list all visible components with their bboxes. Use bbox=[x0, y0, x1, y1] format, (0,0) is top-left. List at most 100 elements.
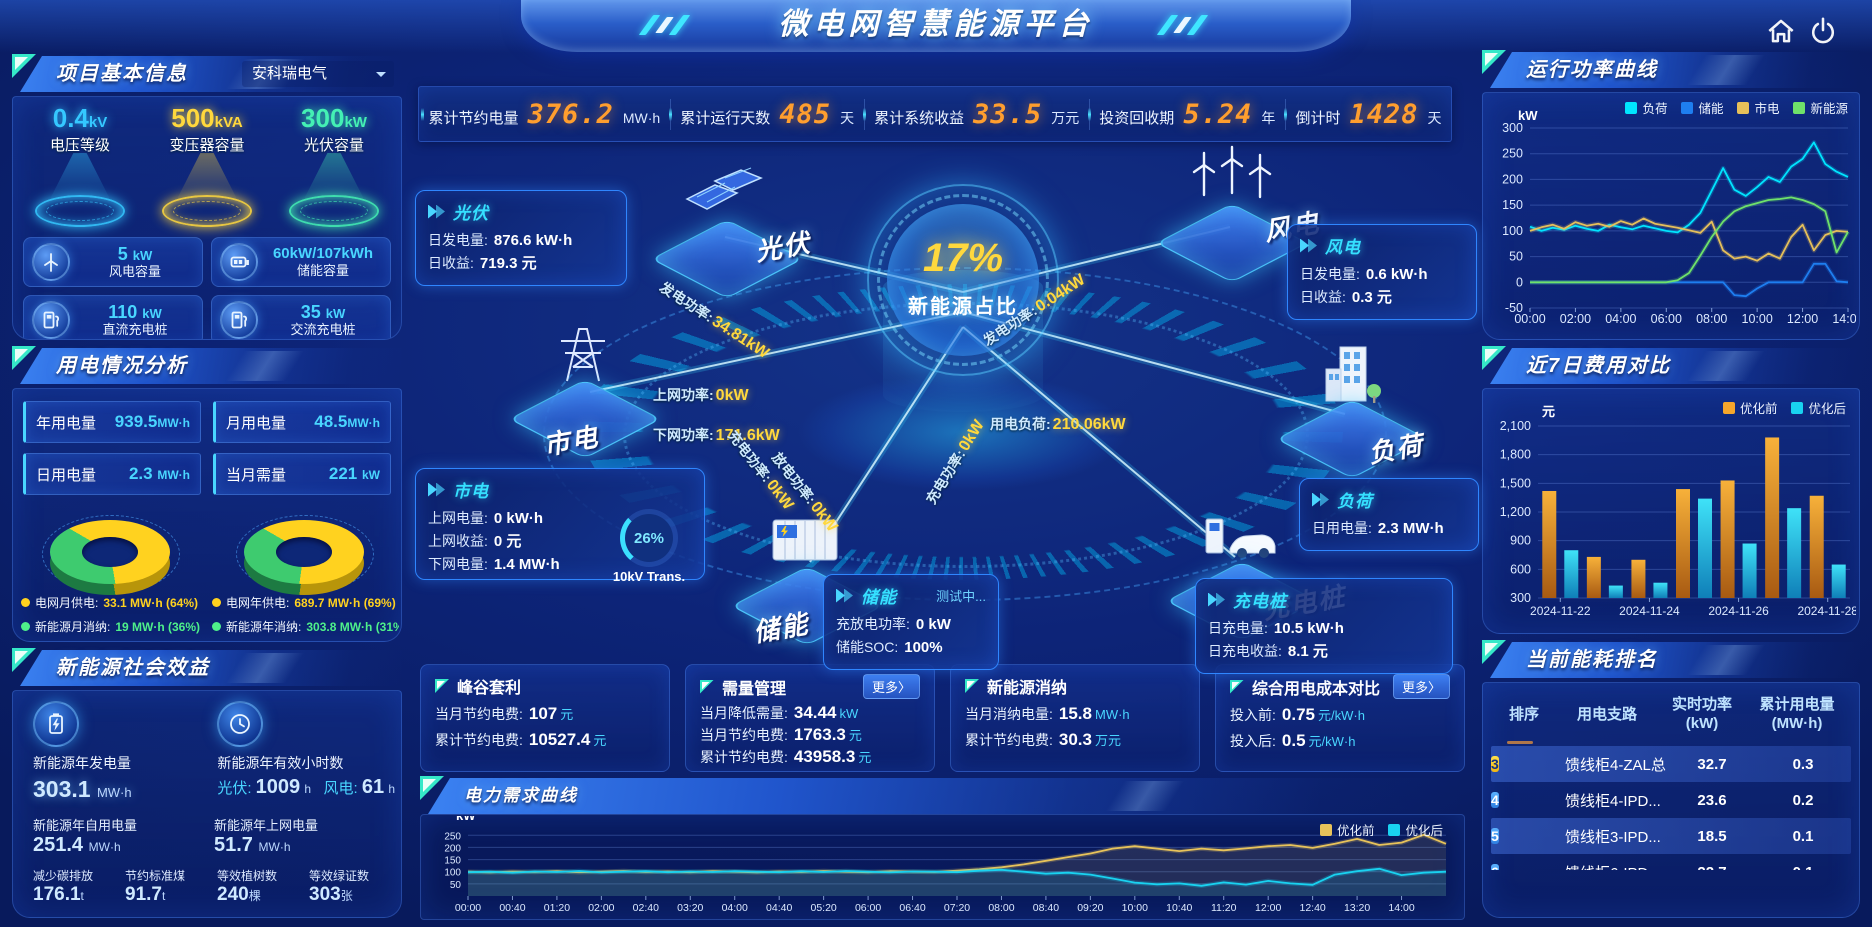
svg-text:-50: -50 bbox=[1505, 301, 1523, 315]
card-ac-charger: 35 kW 交流充电桩 bbox=[211, 295, 391, 339]
company-dropdown[interactable]: 安科瑞电气 bbox=[242, 61, 394, 87]
transmission-tower-icon bbox=[561, 328, 605, 382]
more-button[interactable]: 更多〉 bbox=[1392, 674, 1450, 699]
panel-corner-icon bbox=[1482, 640, 1506, 664]
panel-project-info: 项目基本信息 安科瑞电气 0.4kV 电压等级 500kVA 变压器容量 300… bbox=[12, 56, 402, 340]
more-button[interactable]: 更多〉 bbox=[862, 674, 920, 699]
svg-text:07:20: 07:20 bbox=[944, 902, 970, 914]
svg-text:2024-11-24: 2024-11-24 bbox=[1619, 604, 1680, 618]
page-title: 微电网智慧能源平台 bbox=[778, 8, 1094, 41]
flow-grid-import: 下网功率: 171.6kW bbox=[653, 427, 780, 444]
card-cost-comparison: 综合用电成本对比 更多〉 投入前: 0.75 元/kW·h 投入后: 0.5 元/kW·… bbox=[1215, 664, 1465, 772]
svg-text:10:00: 10:00 bbox=[1122, 902, 1148, 914]
legend-item[interactable]: 市电 bbox=[1737, 98, 1779, 117]
card-corner-icon bbox=[965, 679, 979, 693]
panel-title: 近7日费用对比 bbox=[1526, 355, 1672, 377]
node-storage[interactable]: 储能 bbox=[725, 502, 885, 648]
svg-text:150: 150 bbox=[1502, 198, 1523, 212]
kpi-countdown: 倒计时 1428 天 bbox=[1283, 98, 1451, 130]
home-icon[interactable] bbox=[1764, 14, 1798, 48]
legend-item[interactable]: 负荷 bbox=[1625, 98, 1667, 117]
arrow-icon bbox=[428, 483, 445, 497]
node-pv[interactable]: 光伏 bbox=[645, 155, 813, 299]
panel-corner-icon bbox=[1482, 346, 1506, 370]
legend-item[interactable]: 新能源年消纳: 303.8 MW·h (31%) bbox=[212, 618, 399, 635]
panel-corner-icon bbox=[12, 54, 36, 78]
table-row[interactable]: 3 馈线柜4-ZAL总 32.7 0.3 bbox=[1491, 746, 1851, 782]
svg-text:04:40: 04:40 bbox=[766, 902, 792, 914]
panel-corner-icon bbox=[12, 648, 36, 672]
demand-curve-chart: 50 100 150 200 250 00:00 00:40 01:20 02:00 02:40 0… bbox=[426, 808, 1458, 921]
svg-text:200: 200 bbox=[444, 843, 461, 854]
node-wind[interactable]: 风电 bbox=[1150, 139, 1322, 283]
scroll-indicator bbox=[1507, 741, 1533, 744]
spot-transformer: 500kVA 变压器容量 bbox=[146, 103, 268, 231]
node-grid[interactable]: 市电 bbox=[503, 315, 663, 461]
kpi-run-days: 累计运行天数 485 天 bbox=[668, 98, 864, 130]
legend-item[interactable]: 优化后 bbox=[1388, 820, 1443, 839]
legend-item[interactable]: 优化前 bbox=[1319, 820, 1374, 839]
grid-info-box: 市电 上网电量: 0 kW·h 上网收益: 0 元 下网电量: 1.4 MW·h 26… bbox=[415, 468, 705, 584]
month-supply-donut bbox=[42, 503, 180, 603]
node-load[interactable]: 负荷 bbox=[1270, 335, 1430, 479]
svg-text:150: 150 bbox=[444, 856, 461, 867]
arrow-icon bbox=[1208, 593, 1225, 607]
year-supply-donut bbox=[236, 503, 374, 603]
svg-text:2024-11-22: 2024-11-22 bbox=[1530, 604, 1591, 618]
stat-month-usage: 月用电量 48.5MW·h bbox=[213, 401, 391, 443]
svg-text:14:00: 14:00 bbox=[1832, 312, 1856, 326]
benefit-coal: 节约标准煤 91.7t bbox=[125, 869, 186, 905]
table-row[interactable]: 6 馈线柜6-IPD 22.7 0.1 bbox=[1491, 854, 1851, 870]
kpi-value: 376.2 bbox=[527, 98, 614, 130]
legend-item[interactable]: 新能源月消纳: 19 MW·h (36%) bbox=[21, 618, 208, 635]
svg-text:250: 250 bbox=[1502, 147, 1523, 161]
kpi-label: 累计节约电量 bbox=[428, 109, 519, 127]
power-icon[interactable] bbox=[1806, 14, 1840, 48]
hub-new-energy-ratio: 17% 新能源占比 bbox=[867, 184, 1059, 376]
panel-title: 用电情况分析 bbox=[56, 355, 188, 377]
power-legend: 负荷 储能 市电 新能源 bbox=[1625, 98, 1848, 117]
arrow-icon bbox=[1300, 239, 1317, 253]
table-row[interactable]: 5 馈线柜3-IPD... 18.5 0.1 bbox=[1491, 818, 1851, 854]
benefit-hours: 新能源年有效小时数 光伏: 1009 h 风电: 61 h bbox=[207, 701, 395, 803]
svg-text:300: 300 bbox=[1510, 591, 1531, 605]
capacity-cards: 5 kW 风电容量 60kW/107kWh 储能容量 1 bbox=[23, 237, 391, 339]
svg-text:00:40: 00:40 bbox=[499, 902, 525, 914]
wind-turbine-icon bbox=[32, 243, 70, 281]
legend-item[interactable]: 新能源 bbox=[1793, 98, 1848, 117]
svg-text:2,100: 2,100 bbox=[1500, 419, 1531, 433]
legend-item[interactable]: 储能 bbox=[1681, 98, 1723, 117]
panel-corner-icon bbox=[1482, 50, 1506, 74]
panel-power-curve: 运行功率曲线 负荷 储能 市电 新能源 -50 0 50 100 150 200 250 300 00… bbox=[1482, 50, 1864, 340]
legend-item[interactable]: 电网年供电: 689.7 MW·h (69%) bbox=[212, 594, 399, 611]
legend-dot bbox=[21, 622, 30, 631]
building-icon bbox=[1325, 346, 1381, 403]
legend-item[interactable]: 优化后 bbox=[1791, 398, 1846, 417]
benefit-certs: 等效绿证数 303张 bbox=[309, 869, 370, 905]
svg-text:08:00: 08:00 bbox=[1696, 312, 1727, 326]
dc-charger-icon bbox=[32, 301, 70, 339]
svg-text:04:00: 04:00 bbox=[722, 902, 748, 914]
benefit-co2: 减少碳排放 176.1t bbox=[33, 869, 94, 905]
legend-dot bbox=[212, 598, 221, 607]
legend-item[interactable]: 电网月供电: 33.1 MW·h (64%) bbox=[21, 594, 208, 611]
benefit-trees: 等效植树数 240棵 bbox=[217, 869, 278, 905]
panel-demand-curve: 电力需求曲线 优化前 优化后 50 100 150 200 250 00:00 00:40 01… bbox=[420, 778, 1465, 920]
svg-text:12:00: 12:00 bbox=[1255, 902, 1281, 914]
svg-text:04:00: 04:00 bbox=[1605, 312, 1636, 326]
ranking-header: 排序 用电支路 实时功率 (kW) 累计用电量 (MW·h) bbox=[1508, 696, 1835, 732]
svg-text:12:40: 12:40 bbox=[1299, 902, 1325, 914]
kpi-stats-bar: 累计节约电量 376.2 MW·h 累计运行天数 485 天 累计系统收益 33… bbox=[418, 86, 1452, 142]
svg-text:10:00: 10:00 bbox=[1742, 312, 1773, 326]
card-corner-icon bbox=[1230, 680, 1244, 694]
charger-info-box: 充电桩 日充电量: 10.5 kW·h 日充电收益: 8.1 元 bbox=[1195, 578, 1453, 674]
table-row[interactable]: 4 馈线柜4-IPD... 23.6 0.2 bbox=[1491, 791, 1814, 810]
flow-grid-export: 上网功率: 0kW bbox=[653, 387, 749, 404]
node-charger[interactable]: 充电桩 bbox=[1160, 497, 1348, 641]
legend-item[interactable]: 优化前 bbox=[1722, 398, 1777, 417]
panel-title: 当前能耗排名 bbox=[1526, 649, 1658, 671]
hours-icon bbox=[217, 701, 264, 747]
cost-compare-chart: 300 600 900 1,200 1,500 1,800 2,100 元 2024-11-22… bbox=[1484, 390, 1859, 631]
rank-badge: 6 bbox=[1491, 863, 1499, 870]
panel-energy-ranking: 当前能耗排名 排序 用电支路 实时功率 (kW) 累计用电量 (MW·h) 3 馈线… bbox=[1482, 642, 1860, 918]
